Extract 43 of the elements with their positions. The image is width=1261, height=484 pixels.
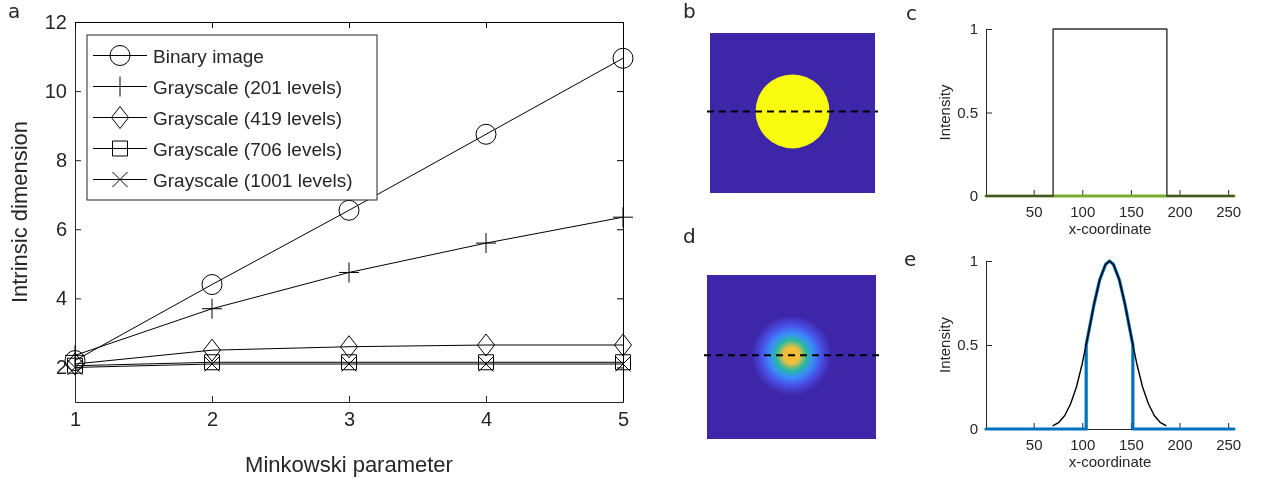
x-tick-label: 250 [1216, 435, 1242, 453]
y-tick-label: 2 [55, 356, 67, 379]
y-tick-label: 12 [44, 10, 67, 33]
y-tick-label: 4 [55, 287, 67, 310]
chart-title: c [906, 1, 917, 25]
y-axis-title: Intensity [936, 316, 953, 373]
x-axis-title: Minkowski parameter [245, 452, 453, 477]
y-tick-label: 1 [969, 20, 978, 38]
x-tick-label: 100 [1070, 435, 1096, 453]
x-tick-label: 200 [1167, 202, 1193, 220]
y-tick-label: 10 [44, 79, 67, 102]
x-tick-label: 150 [1118, 202, 1144, 220]
y-tick-label: 8 [55, 149, 67, 172]
x-tick-label: 2 [206, 408, 219, 431]
y-tick-label: 1 [969, 252, 978, 270]
y-tick-label: 0 [969, 187, 978, 205]
legend-label: Grayscale (706 levels) [153, 138, 343, 160]
x-tick-label: 3 [343, 408, 356, 431]
legend-label: Binary image [153, 45, 264, 67]
x-tick-label: 5 [617, 408, 630, 431]
x-tick-label: 1 [69, 408, 82, 431]
x-tick-label: 200 [1167, 435, 1193, 453]
text: d [683, 224, 696, 248]
chart-title: a [8, 0, 21, 23]
x-tick-label: 250 [1216, 202, 1242, 220]
y-axis-title: Intrinsic dimension [7, 120, 32, 304]
chart-title: e [904, 247, 917, 271]
x-tick-label: 100 [1070, 202, 1096, 220]
x-tick-label: 150 [1118, 435, 1144, 453]
legend-label: Grayscale (1001 levels) [153, 169, 353, 191]
y-tick-label: 6 [55, 218, 67, 241]
x-tick-label: 50 [1025, 435, 1043, 453]
text: b [683, 0, 696, 23]
y-tick-label: 0 [969, 420, 978, 438]
x-axis-title: x-coordinate [1068, 220, 1152, 237]
x-tick-label: 4 [480, 408, 493, 431]
legend-label: Grayscale (201 levels) [153, 76, 343, 98]
legend-label: Grayscale (419 levels) [153, 107, 343, 129]
x-axis-title: x-coordinate [1068, 453, 1152, 470]
y-tick-label: 0.5 [957, 103, 978, 121]
x-tick-label: 50 [1025, 202, 1043, 220]
y-tick-label: 0.5 [957, 336, 978, 354]
y-axis-title: Intensity [936, 84, 953, 141]
